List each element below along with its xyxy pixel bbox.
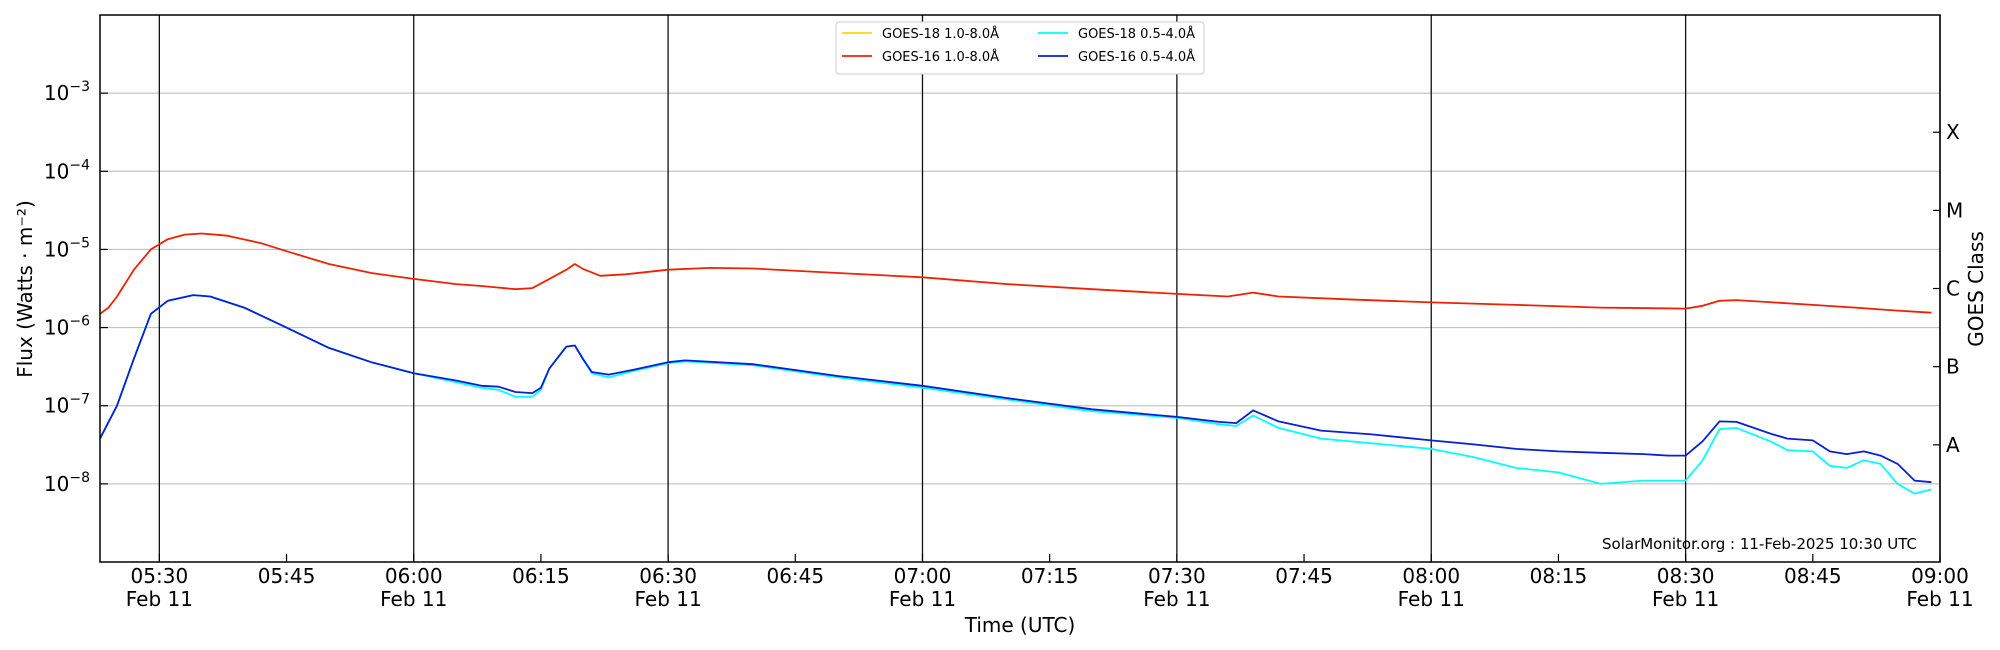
goes-class-label: X: [1946, 120, 1960, 144]
x-tick-label: 06:15: [512, 564, 570, 588]
x-tick-label: 08:00: [1402, 564, 1460, 588]
goes-class-label: B: [1946, 355, 1960, 379]
x-tick-label: 07:15: [1021, 564, 1079, 588]
x-tick-label: 05:30: [131, 564, 189, 588]
x-tick-label: 05:45: [258, 564, 316, 588]
x-tick-date-label: Feb 11: [1652, 587, 1719, 611]
x-tick-date-label: Feb 11: [1398, 587, 1465, 611]
legend-box: [835, 21, 1205, 75]
data-series: [99, 232, 1932, 495]
legend-entry-label: GOES-16 0.5-4.0Å: [1078, 49, 1195, 65]
x-tick-label: 07:00: [894, 564, 952, 588]
legend-entry-label: GOES-18 0.5-4.0Å: [1078, 26, 1195, 42]
x-tick-date-label: Feb 11: [126, 587, 193, 611]
x-axis-label: Time (UTC): [964, 613, 1076, 637]
goes-class-axis-label: GOES Class: [1964, 231, 1988, 347]
series-line-3: [99, 294, 1932, 484]
goes-class-label: C: [1946, 277, 1960, 301]
x-tick-label: 06:30: [639, 564, 697, 588]
legend: GOES-18 1.0-8.0Å GOES-18 0.5-4.0Å GOES-16 …: [835, 21, 1205, 75]
legend-entry-label: GOES-18 1.0-8.0Å: [882, 26, 999, 42]
x-tick-label: 06:45: [766, 564, 824, 588]
x-tick-label: 08:15: [1530, 564, 1588, 588]
gridlines: [100, 15, 1941, 562]
x-tick-date-label: Feb 11: [1906, 587, 1973, 611]
goes-class-label: A: [1946, 433, 1960, 457]
x-tick-date-label: Feb 11: [635, 587, 702, 611]
legend-entry-label: GOES-16 1.0-8.0Å: [882, 49, 999, 65]
goes-class-label: M: [1946, 198, 1963, 222]
x-tick-date-label: Feb 11: [1143, 587, 1210, 611]
x-tick-label: 07:45: [1275, 564, 1333, 588]
x-tick-label: 07:30: [1148, 564, 1206, 588]
x-tick-label: 06:00: [385, 564, 443, 588]
series-line-2: [99, 232, 1932, 315]
y-axis-label: Flux (Watts · m⁻²): [13, 200, 37, 378]
x-tick-label: 08:45: [1784, 564, 1842, 588]
x-tick-date-label: Feb 11: [380, 587, 447, 611]
x-tick-label: 09:00: [1911, 564, 1969, 588]
credit-text: SolarMonitor.org : 11-Feb-2025 10:30 UTC: [1602, 535, 1917, 553]
x-tick-label: 08:30: [1657, 564, 1715, 588]
x-tick-date-label: Feb 11: [889, 587, 956, 611]
